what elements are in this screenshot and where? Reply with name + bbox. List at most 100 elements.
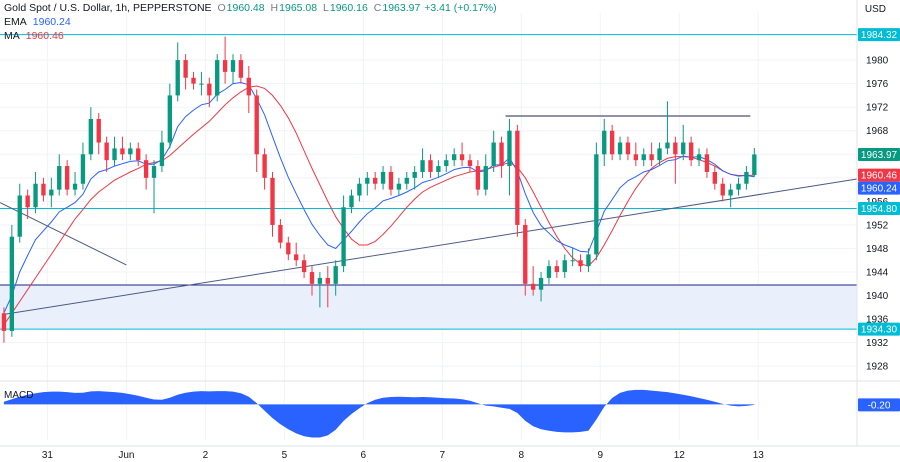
candle-body xyxy=(752,154,757,176)
candle xyxy=(72,171,78,196)
candle-body xyxy=(357,183,362,196)
candle xyxy=(617,136,623,161)
candle-body xyxy=(230,60,236,72)
candle xyxy=(270,171,275,237)
grid xyxy=(0,13,857,440)
candle xyxy=(546,260,552,284)
candle xyxy=(744,166,749,190)
x-tick-label: Jun xyxy=(118,450,134,461)
candle xyxy=(483,154,488,196)
candle-body xyxy=(341,207,346,267)
candle xyxy=(594,142,599,261)
candle-body xyxy=(349,195,354,208)
candle-body xyxy=(562,260,567,273)
candle-body xyxy=(404,177,409,184)
ma-value: 1960.46 xyxy=(25,30,64,42)
candle-body xyxy=(301,260,307,273)
candle-body xyxy=(609,130,615,155)
price-label: 1934.30 xyxy=(858,322,900,336)
candle xyxy=(325,266,330,308)
candle-body xyxy=(25,195,30,208)
y-tick-label: 1948 xyxy=(866,244,889,255)
candle xyxy=(341,195,346,273)
candle-body xyxy=(459,154,465,161)
candle-body xyxy=(436,166,441,172)
candle xyxy=(317,272,323,308)
candle xyxy=(365,171,370,196)
candle-body xyxy=(688,142,694,161)
candle xyxy=(112,136,117,167)
candle-body xyxy=(704,154,710,172)
candle xyxy=(57,154,62,196)
ma-label: MA xyxy=(4,30,20,42)
candle xyxy=(688,136,694,167)
candle-body xyxy=(88,118,94,155)
candle xyxy=(262,148,267,190)
candle-body xyxy=(451,154,457,161)
x-tick-label: 8 xyxy=(519,450,525,461)
candle-body xyxy=(728,189,733,196)
price-label-box xyxy=(858,147,900,161)
ema-legend-row[interactable]: EMA 1960.24 xyxy=(4,15,497,29)
candle-body xyxy=(325,277,330,284)
candle-body xyxy=(388,171,394,190)
candle xyxy=(222,36,228,84)
price-label-box xyxy=(858,28,900,42)
candle xyxy=(373,171,378,190)
candle-body xyxy=(444,160,449,167)
candle xyxy=(554,260,560,278)
candle xyxy=(712,166,717,190)
candle xyxy=(459,142,465,167)
candle xyxy=(349,189,354,214)
macd-area xyxy=(3,389,755,438)
price-label-box xyxy=(858,181,900,195)
y-tick-label: 1968 xyxy=(866,126,889,137)
candle xyxy=(215,54,220,102)
candle-body xyxy=(183,60,188,78)
price-label: 1954.80 xyxy=(858,201,900,215)
symbol-title: Gold Spot / U.S. Dollar, 1h, PEPPERSTONE xyxy=(4,2,212,14)
candle-body xyxy=(665,142,670,149)
macd-label: MACD xyxy=(4,390,34,401)
currency-label: USD xyxy=(864,4,886,15)
candle xyxy=(451,148,457,167)
candle xyxy=(507,118,512,196)
candle xyxy=(538,272,544,302)
candle xyxy=(33,171,38,214)
candle-body xyxy=(649,154,654,161)
candle-body xyxy=(744,171,749,184)
ma-legend-row[interactable]: MA 1960.46 xyxy=(4,29,497,43)
candle xyxy=(649,142,654,167)
candle-body xyxy=(586,254,591,267)
candle xyxy=(136,142,141,167)
open-label: O xyxy=(217,2,226,14)
candle-body xyxy=(1,313,7,331)
candle xyxy=(728,183,733,208)
candle xyxy=(530,266,536,296)
candle-body xyxy=(483,166,488,190)
candle-body xyxy=(57,166,62,190)
candle xyxy=(278,219,283,249)
candle-body xyxy=(475,166,481,190)
price-label: 1984.32 xyxy=(858,28,900,42)
candle-body xyxy=(333,266,338,284)
candle xyxy=(657,142,662,167)
candle xyxy=(523,219,528,296)
candle-body xyxy=(9,236,15,331)
candle-body xyxy=(499,142,504,167)
candle-body xyxy=(215,60,220,96)
candle xyxy=(388,166,394,196)
candle-body xyxy=(49,189,54,196)
candle xyxy=(128,142,133,161)
candle-body xyxy=(167,95,172,143)
candle-body xyxy=(681,142,686,155)
candle xyxy=(625,136,631,161)
candle-body xyxy=(294,254,299,261)
x-tick-label: 6 xyxy=(361,450,367,461)
candle-body xyxy=(570,260,575,262)
candle xyxy=(396,177,402,196)
candle-body xyxy=(617,142,623,155)
candle-body xyxy=(428,160,433,172)
candle-body xyxy=(625,142,631,155)
